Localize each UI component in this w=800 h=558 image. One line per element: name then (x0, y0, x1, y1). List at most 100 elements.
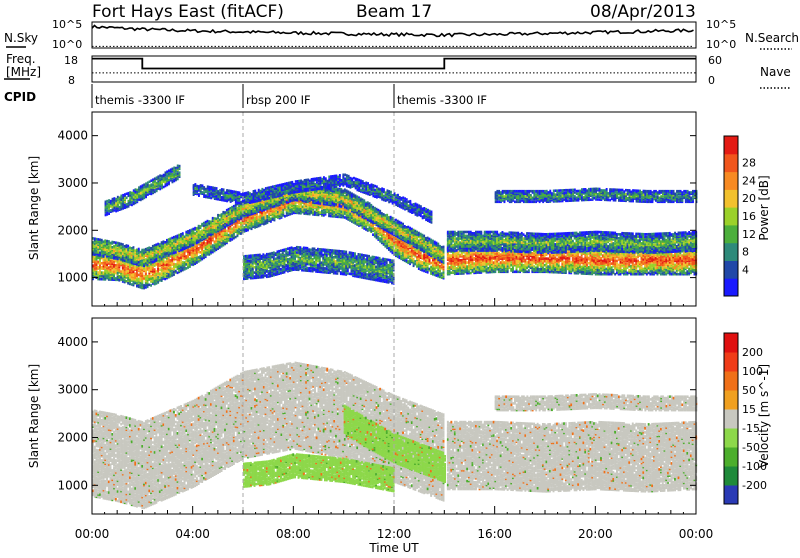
power-cell (113, 271, 115, 274)
power-cell (171, 272, 173, 275)
power-cell (126, 280, 128, 283)
power-cell (180, 254, 182, 257)
power-cell (127, 267, 129, 270)
power-cell (108, 262, 110, 265)
power-cell (171, 258, 173, 261)
power-cell (94, 267, 96, 270)
power-cell (166, 266, 168, 269)
power-cell (198, 256, 200, 259)
power-cell (141, 267, 143, 270)
power-cell (138, 278, 140, 281)
power-cell (141, 272, 143, 275)
power-cell (163, 260, 165, 263)
power-cell (108, 266, 110, 269)
nave-label: Nave (760, 65, 791, 79)
power-cell (177, 272, 179, 275)
power-cell (168, 257, 170, 260)
power-cell (145, 286, 147, 289)
power-cell (155, 270, 157, 273)
power-cell (99, 278, 101, 281)
cpid-segment-label: rbsp 200 IF (246, 93, 311, 107)
power-cell (111, 260, 113, 263)
power-cell (185, 255, 187, 258)
frequency-trace (92, 59, 696, 69)
power-cell (97, 266, 99, 269)
power-cell (129, 279, 131, 282)
power-cell (131, 271, 133, 274)
noise-tick-right-low: 10^0 (706, 38, 736, 51)
power-cell (184, 261, 186, 264)
power-cell (122, 278, 124, 281)
power-cell (94, 263, 96, 266)
power-cell (155, 273, 157, 276)
power-cell (177, 252, 179, 255)
power-cell (173, 271, 175, 274)
power-cell (159, 268, 161, 271)
noise-tick-left-high: 10^5 (52, 18, 82, 31)
nave-tick-low: 0 (708, 74, 715, 87)
power-cell (157, 263, 159, 266)
power-cell (115, 264, 117, 267)
power-cell (117, 272, 119, 275)
power-cell (152, 277, 154, 280)
power-cell (177, 268, 179, 271)
freq-tick-high: 18 (64, 54, 78, 67)
power-cell (168, 260, 170, 263)
power-cell (101, 254, 103, 257)
power-cell (134, 266, 136, 269)
power-cell (173, 273, 175, 276)
power-cell (191, 251, 193, 254)
noise-tick-right-high: 10^5 (706, 18, 736, 31)
frequency-panel: Freq. [MHz] 18 8 60 0 Nave (4, 52, 791, 88)
power-cell (198, 247, 200, 250)
power-cell (106, 274, 108, 277)
power-cell (97, 261, 99, 264)
power-cell (143, 275, 145, 278)
power-cell (180, 257, 182, 260)
power-cell (101, 266, 103, 269)
power-cell (120, 270, 122, 273)
power-cell (127, 274, 129, 277)
power-cell (189, 261, 191, 264)
power-cell (150, 278, 152, 281)
power-cell (126, 271, 128, 274)
power-cell (173, 255, 175, 258)
power-cell (141, 278, 143, 281)
power-cell (171, 268, 173, 271)
noise-tick-left-low: 10^0 (52, 38, 82, 51)
power-cell (147, 278, 149, 281)
power-cell (103, 278, 105, 281)
power-cell (178, 255, 180, 258)
power-cell (161, 277, 163, 280)
power-cell (198, 260, 200, 263)
power-cell (161, 273, 163, 276)
power-cell (175, 270, 177, 273)
power-cell (131, 283, 133, 286)
figure-canvas: Fort Hays East (fitACF) Beam 17 08/Apr/2… (0, 0, 800, 554)
power-cell (164, 274, 166, 277)
power-cell (110, 277, 112, 280)
beam-title: Beam 17 (356, 2, 432, 22)
power-cell (104, 269, 106, 272)
power-cell (111, 270, 113, 273)
power-cell (161, 266, 163, 269)
cpid-segment-label: themis -3300 IF (397, 93, 487, 107)
cpid-segments: themis -3300 IFrbsp 200 IFthemis -3300 I… (92, 84, 487, 108)
freq-label-line1: Freq. (6, 52, 36, 66)
power-cell (136, 272, 138, 275)
power-cell (170, 259, 172, 262)
power-cell (117, 267, 119, 270)
power-cell (185, 259, 187, 262)
nsky-trace (92, 26, 694, 37)
station-title: Fort Hays East (fitACF) (92, 2, 284, 22)
power-cell (194, 241, 196, 244)
power-cell (143, 284, 145, 287)
power-cell (143, 267, 145, 270)
power-cell (161, 269, 163, 272)
power-cell (103, 258, 105, 261)
power-cell (189, 257, 191, 260)
power-cell (97, 271, 99, 274)
date-title: 08/Apr/2013 (590, 2, 696, 22)
power-cell (148, 284, 150, 287)
power-cell (129, 276, 131, 279)
